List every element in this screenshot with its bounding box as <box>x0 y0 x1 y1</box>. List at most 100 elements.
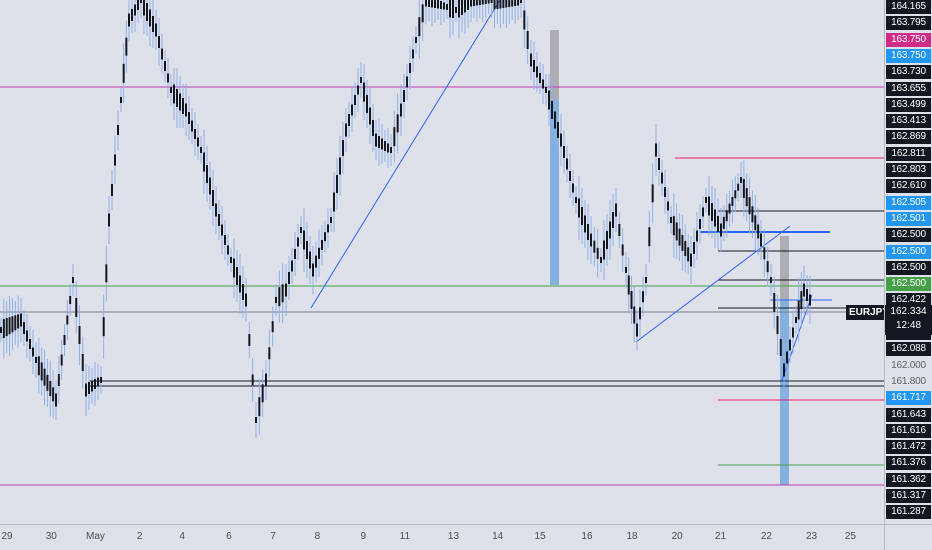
time-axis-label: 23 <box>805 531 818 542</box>
candle-body <box>737 183 740 191</box>
candle-body <box>179 93 181 111</box>
current-price-value: 162.334 <box>890 306 927 317</box>
candle-body <box>779 339 782 356</box>
candle-body <box>221 224 223 236</box>
candle-body <box>452 0 454 18</box>
candle-body <box>72 277 74 283</box>
time-axis[interactable]: 29 30 May 2 4 6 7 8 9 11 13 14 15 16 18 20 21 22 23 25 <box>0 524 884 550</box>
candle-body <box>499 0 502 9</box>
candle-body <box>633 306 636 324</box>
candle-body <box>390 147 392 153</box>
price-axis-label: 164.165 <box>886 0 931 14</box>
price-axis[interactable]: 164.165 163.795 163.750 163.750 163.730 163.6… <box>884 0 932 524</box>
candle-body <box>702 207 704 217</box>
price-axis-label: 162.811 <box>886 146 931 161</box>
candle-body <box>265 373 267 387</box>
candle-body <box>345 123 347 137</box>
candle-body <box>406 76 408 88</box>
candle-body <box>612 212 614 228</box>
candle-body <box>321 240 323 250</box>
candle-body <box>245 293 247 307</box>
candle-body <box>434 0 436 8</box>
candle-body <box>17 314 20 329</box>
candle-body <box>366 95 368 113</box>
chart-pane[interactable]: EURJPY <box>0 0 884 524</box>
time-axis-label: 29 <box>1 531 13 542</box>
trendline <box>310 0 501 309</box>
candle-body <box>795 317 797 323</box>
price-axis-label: 162.803 <box>886 163 931 177</box>
gray-zone <box>550 30 559 100</box>
candle-body <box>800 291 803 309</box>
candle-body <box>303 230 305 250</box>
time-axis-label: 9 <box>360 531 367 542</box>
price-axis-label: 162.610 <box>886 179 931 194</box>
candle-body <box>108 213 110 227</box>
candle-body <box>69 296 72 304</box>
candle-body <box>300 227 302 233</box>
candle-body <box>536 66 538 78</box>
candle-body <box>191 120 193 132</box>
candle-body <box>251 374 254 386</box>
candle-body <box>551 101 553 119</box>
candle-body <box>490 0 493 3</box>
candle-body <box>437 0 439 9</box>
candle-body <box>627 275 630 295</box>
candle-body <box>167 73 169 83</box>
candle-body <box>239 275 241 293</box>
candle-body <box>248 334 251 346</box>
candle-body <box>548 90 550 110</box>
price-chart-canvas[interactable] <box>0 0 884 524</box>
candle-body <box>182 98 184 114</box>
candle-body <box>278 287 281 307</box>
candle-body <box>348 114 350 126</box>
candle-body <box>271 321 274 333</box>
candle-body <box>642 291 644 303</box>
candle-body <box>125 37 128 56</box>
candle-body <box>523 10 526 30</box>
candle-body <box>306 241 308 259</box>
candle-body <box>786 351 788 364</box>
candle-body <box>699 219 701 229</box>
candle-body <box>372 120 374 136</box>
candle-body <box>185 103 187 117</box>
candle-body <box>575 197 577 203</box>
candle-body <box>751 206 754 223</box>
candle-body <box>32 347 34 357</box>
candle-body <box>91 380 93 392</box>
axis-corner <box>884 524 932 550</box>
candle-body <box>625 267 627 273</box>
current-price-label: 162.334 12:48 <box>885 305 932 335</box>
candle-body <box>227 245 229 255</box>
candle-body <box>458 0 460 18</box>
candle-body <box>200 147 202 153</box>
candle-body <box>375 133 377 147</box>
time-axis-label: 11 <box>399 531 411 542</box>
candle-body <box>603 240 605 260</box>
candle-body <box>639 307 641 320</box>
candle-body <box>140 0 142 3</box>
time-axis-label: 14 <box>492 531 504 542</box>
candle-body <box>484 0 487 4</box>
candle-body <box>731 196 734 206</box>
candle-body <box>770 277 772 283</box>
candle-body <box>63 335 66 345</box>
blue-zone <box>550 100 559 285</box>
candle-body <box>381 138 383 150</box>
candle-body <box>85 383 87 397</box>
time-axis-label: 16 <box>581 531 593 542</box>
trendline <box>635 225 791 343</box>
candle-body <box>197 137 199 147</box>
candle-body <box>409 63 411 73</box>
candle-body <box>396 114 399 133</box>
candle-body <box>403 90 405 102</box>
candle-body <box>734 190 737 199</box>
candle-body <box>572 183 574 193</box>
time-axis-label: 2 <box>136 531 143 542</box>
candle-body <box>291 260 293 272</box>
candle-body <box>581 207 583 225</box>
candle-body <box>757 224 760 239</box>
candle-body <box>146 3 148 21</box>
candle-body <box>261 384 264 403</box>
candle-body <box>327 224 329 233</box>
